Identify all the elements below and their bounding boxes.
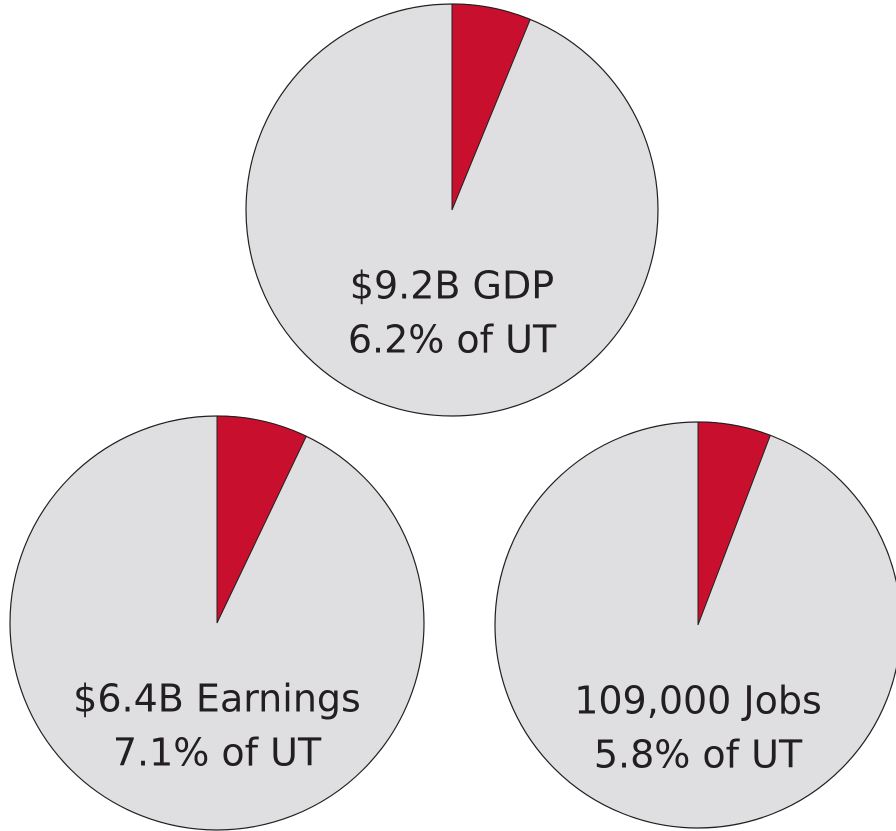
pie-title: 109,000 Jobs xyxy=(574,679,822,723)
pie-title: $9.2B GDP xyxy=(350,264,554,308)
value-label: 5.8% of UT xyxy=(594,733,803,777)
pie-slice xyxy=(697,421,771,626)
pie-slice xyxy=(451,3,531,211)
pie-slice xyxy=(216,415,307,624)
value-label: 7.1% of UT xyxy=(113,731,322,775)
value-label: 6.2% of UT xyxy=(348,318,557,362)
pie-title: $6.4B Earnings xyxy=(73,677,361,721)
